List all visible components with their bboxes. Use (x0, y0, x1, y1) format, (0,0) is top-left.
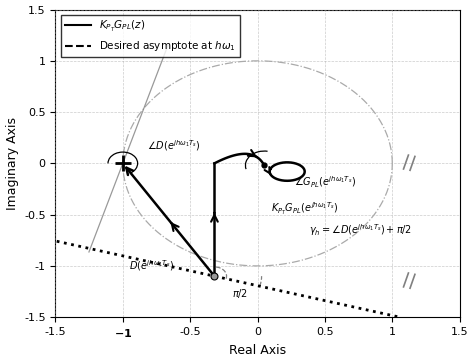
Text: $K_{P_T}G_{PL}(e^{jh\omega_1 T_s})$: $K_{P_T}G_{PL}(e^{jh\omega_1 T_s})$ (271, 200, 338, 217)
Text: $\angle G_{PL}(e^{jh\omega_1 T_s})$: $\angle G_{PL}(e^{jh\omega_1 T_s})$ (294, 174, 356, 189)
Text: $\gamma_h=\angle D(e^{jh\omega_1 T_s})+\pi/2$: $\gamma_h=\angle D(e^{jh\omega_1 T_s})+\… (309, 222, 412, 238)
Text: $\angle D(e^{jh\omega_1 T_s})$: $\angle D(e^{jh\omega_1 T_s})$ (147, 138, 201, 153)
X-axis label: Real Axis: Real Axis (229, 344, 286, 358)
Text: $D(e^{jh\omega_1 T_s})$: $D(e^{jh\omega_1 T_s})$ (129, 258, 174, 273)
Legend: $K_{P_T} G_{PL}(z)$, Desired asymptote at $h\omega_1$: $K_{P_T} G_{PL}(z)$, Desired asymptote a… (61, 15, 240, 57)
Y-axis label: Imaginary Axis: Imaginary Axis (6, 117, 18, 210)
Text: $\pi/2$: $\pi/2$ (232, 287, 248, 300)
